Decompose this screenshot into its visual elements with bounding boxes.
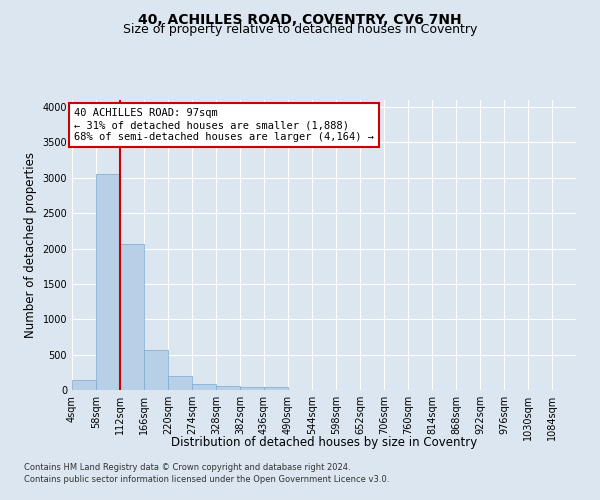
Bar xyxy=(216,386,240,390)
Text: 40, ACHILLES ROAD, COVENTRY, CV6 7NH: 40, ACHILLES ROAD, COVENTRY, CV6 7NH xyxy=(138,12,462,26)
Bar xyxy=(192,384,216,390)
Text: Size of property relative to detached houses in Coventry: Size of property relative to detached ho… xyxy=(123,22,477,36)
Bar xyxy=(168,376,192,390)
Bar xyxy=(72,380,96,390)
Bar xyxy=(264,387,288,390)
Y-axis label: Number of detached properties: Number of detached properties xyxy=(24,152,37,338)
Text: Contains public sector information licensed under the Open Government Licence v3: Contains public sector information licen… xyxy=(24,475,389,484)
Text: Contains HM Land Registry data © Crown copyright and database right 2024.: Contains HM Land Registry data © Crown c… xyxy=(24,464,350,472)
Text: 40 ACHILLES ROAD: 97sqm
← 31% of detached houses are smaller (1,888)
68% of semi: 40 ACHILLES ROAD: 97sqm ← 31% of detache… xyxy=(74,108,374,142)
Bar xyxy=(144,350,168,390)
Bar xyxy=(240,387,264,390)
Bar xyxy=(120,244,144,390)
Text: Distribution of detached houses by size in Coventry: Distribution of detached houses by size … xyxy=(171,436,477,449)
Bar xyxy=(96,174,120,390)
